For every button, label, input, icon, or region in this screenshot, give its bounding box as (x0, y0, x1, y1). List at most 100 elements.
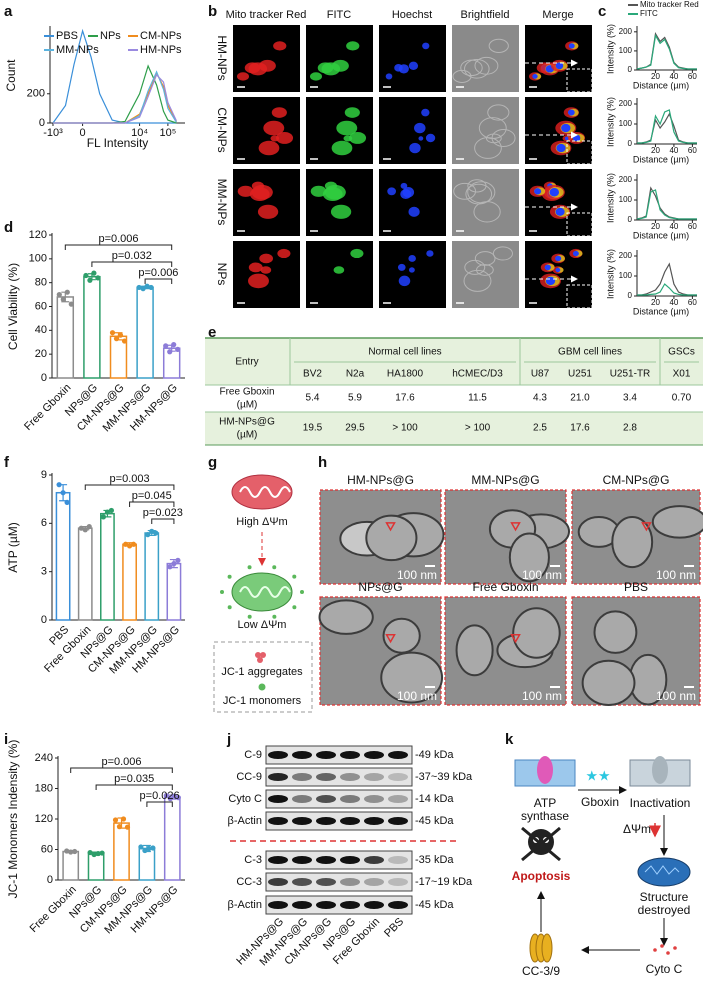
cytochrome (666, 951, 670, 955)
y-tick-label: 0 (628, 215, 633, 224)
column-header: HA1800 (387, 369, 424, 380)
significance-bracket (95, 784, 173, 790)
band (340, 751, 360, 759)
data-point (175, 557, 181, 563)
signal (408, 206, 420, 217)
signal (549, 188, 560, 197)
column-label: Brightfield (461, 9, 510, 21)
blot-strip (265, 789, 413, 809)
tem-title: HM-NPs@G (347, 473, 414, 487)
signal (408, 255, 416, 262)
band (340, 878, 360, 886)
y-axis-label: JC-1 Monomers Indensity (%) (6, 740, 20, 899)
x-tick-label: 40 (669, 298, 678, 307)
p-value: p=0.006 (101, 756, 141, 768)
cell: 29.5 (345, 423, 365, 434)
cell: 0.70 (672, 393, 692, 404)
significance-bracket (70, 767, 173, 773)
micrograph (452, 25, 519, 92)
data-point (112, 817, 119, 823)
bar (55, 491, 71, 621)
data-point (56, 291, 62, 298)
monomer (227, 574, 232, 579)
signal (568, 43, 575, 49)
mw-label: -37~39 kDa (415, 771, 473, 783)
data-point (87, 277, 93, 283)
signal (236, 72, 250, 81)
signal (331, 140, 353, 156)
micrograph (379, 25, 446, 92)
p-value: p=0.006 (98, 233, 138, 245)
x-tick-label: 60 (688, 146, 697, 155)
data-point (171, 342, 177, 348)
panel-label: g (208, 454, 217, 471)
data-point (145, 532, 151, 538)
significance-bracket (84, 484, 175, 490)
cell-outline (474, 251, 496, 266)
x-tick-label: 60 (688, 298, 697, 307)
row-header: (µM) (237, 400, 258, 411)
blot-strip (265, 767, 413, 787)
cell: > 100 (392, 423, 418, 434)
signal (421, 108, 430, 117)
organelle (593, 610, 638, 654)
band (340, 795, 360, 803)
lane-label: PBS (382, 916, 406, 940)
y-tick-label: 0 (628, 291, 633, 300)
crossbones (521, 826, 561, 862)
data-point (130, 541, 137, 547)
x-axis-label: Distance (µm) (633, 154, 689, 164)
node-label: synthase (521, 809, 569, 823)
data-point (60, 490, 66, 496)
arrowhead-marker (385, 634, 396, 644)
column-label: Merge (542, 9, 573, 21)
micrograph (379, 241, 446, 308)
data-point (142, 847, 148, 854)
y-axis-label: Count (4, 59, 18, 92)
data-point (120, 816, 127, 822)
aggregate (260, 652, 266, 658)
band (364, 773, 384, 781)
cristae (239, 486, 291, 498)
cell: > 100 (465, 423, 491, 434)
y-tick-label: 180 (35, 782, 53, 794)
signal (422, 42, 430, 50)
bar (113, 822, 130, 881)
monomer (227, 605, 232, 610)
row-label: CM-NPs (215, 107, 229, 152)
column-header: hCMEC/D3 (452, 369, 503, 380)
y-tick-label: 200 (619, 251, 633, 260)
data-point (78, 525, 84, 531)
legend-label: JC-1 aggregates (221, 666, 303, 678)
p-value: p=0.032 (112, 250, 152, 262)
y-axis-label: ATP (µM) (6, 522, 20, 572)
monomer (292, 605, 297, 610)
band (340, 817, 360, 825)
aggregate (257, 657, 263, 663)
band (364, 901, 384, 909)
legend-label: MM-NPs (56, 44, 99, 56)
bar (56, 296, 75, 379)
column-label: Hoechst (392, 9, 432, 21)
state-label: Low ΔΨm (238, 619, 287, 631)
x-axis-label: FL Intensity (87, 136, 149, 150)
mw-label: -49 kDa (415, 749, 454, 761)
monomer (272, 565, 277, 570)
blot-label: C-3 (244, 854, 262, 866)
x-tick-label: 20 (651, 72, 660, 81)
signal (276, 132, 294, 144)
data-point (56, 482, 62, 488)
band (292, 773, 312, 781)
data-point (175, 795, 181, 801)
scale-label: 100 nm (656, 568, 696, 582)
micrograph (452, 241, 519, 308)
p-value: p=0.003 (110, 473, 150, 485)
data-point (117, 332, 124, 338)
tem-title: NPs@G (358, 580, 402, 594)
node-label: Apoptosis (512, 869, 571, 883)
data-point (99, 850, 105, 856)
band (268, 856, 288, 864)
panel-label: k (505, 731, 514, 748)
data-point (86, 523, 92, 530)
organelle (651, 505, 703, 539)
